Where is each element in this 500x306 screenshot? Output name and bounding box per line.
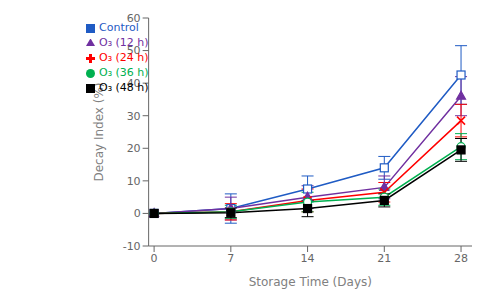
svg-text:-10: -10 — [123, 240, 141, 253]
svg-text:14: 14 — [301, 252, 315, 265]
svg-text:40: 40 — [127, 77, 141, 90]
svg-text:Decay Index (%): Decay Index (%) — [92, 82, 106, 181]
svg-text:28: 28 — [454, 252, 468, 265]
svg-text:21: 21 — [377, 252, 391, 265]
svg-text:0: 0 — [151, 252, 158, 265]
svg-text:7: 7 — [227, 252, 234, 265]
svg-text:20: 20 — [127, 142, 141, 155]
svg-text:30: 30 — [127, 110, 141, 123]
svg-text:Storage Time (Days): Storage Time (Days) — [249, 275, 372, 289]
svg-text:0: 0 — [134, 207, 141, 220]
svg-text:50: 50 — [127, 44, 141, 57]
svg-text:60: 60 — [127, 12, 141, 25]
svg-text:10: 10 — [127, 175, 141, 188]
